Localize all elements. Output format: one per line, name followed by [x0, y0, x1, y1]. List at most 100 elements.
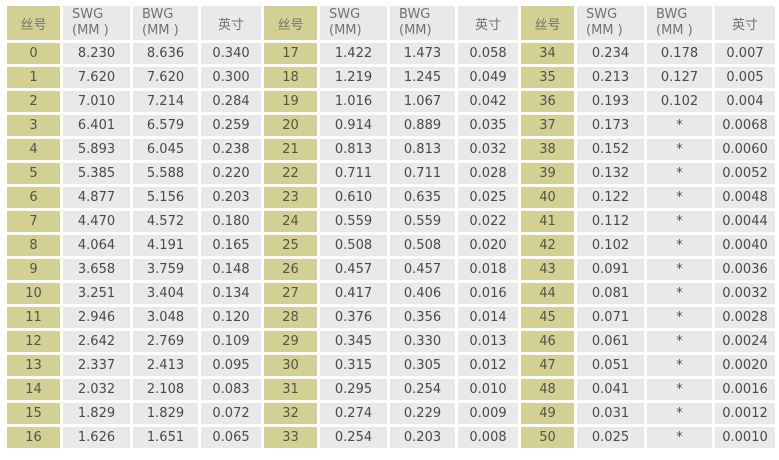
bwg-value-cell: 0.203 [390, 427, 455, 448]
inch-value-cell: 0.072 [201, 403, 261, 424]
bwg-value-cell: 0.711 [390, 163, 455, 184]
swg-value-cell: 0.051 [577, 355, 644, 376]
swg-value-cell: 0.559 [320, 211, 387, 232]
swg-value-cell: 0.193 [577, 91, 644, 112]
col-header-gauge: 丝号 [521, 6, 574, 40]
col-header-swg-line2: (MM ) [72, 23, 109, 38]
swg-value-cell: 0.457 [320, 259, 387, 280]
inch-value-cell: 0.016 [458, 283, 518, 304]
inch-value-cell: 0.007 [715, 43, 775, 64]
inch-value-cell: 0.020 [458, 235, 518, 256]
gauge-number-cell: 50 [521, 427, 574, 448]
swg-value-cell: 0.508 [320, 235, 387, 256]
col-header-inch: 英寸 [201, 6, 261, 40]
col-header-bwg: BWG (MM ) [133, 6, 198, 40]
inch-value-cell: 0.0028 [715, 307, 775, 328]
swg-value-cell: 4.470 [63, 211, 130, 232]
bwg-value-cell: 0.635 [390, 187, 455, 208]
swg-value-cell: 0.173 [577, 115, 644, 136]
col-header-bwg: BWG (MM) [390, 6, 455, 40]
inch-value-cell: 0.083 [201, 379, 261, 400]
gauge-number-cell: 39 [521, 163, 574, 184]
bwg-value-cell: 0.559 [390, 211, 455, 232]
swg-value-cell: 0.417 [320, 283, 387, 304]
gauge-number-cell: 0 [7, 43, 60, 64]
gauge-number-cell: 29 [264, 331, 317, 352]
col-header-swg: SWG (MM) [320, 6, 387, 40]
bwg-value-cell: * [647, 307, 712, 328]
bwg-value-cell: * [647, 211, 712, 232]
inch-value-cell: 0.148 [201, 259, 261, 280]
gauge-number-cell: 35 [521, 67, 574, 88]
bwg-value-cell: 2.769 [133, 331, 198, 352]
inch-value-cell: 0.049 [458, 67, 518, 88]
swg-value-cell: 0.376 [320, 307, 387, 328]
swg-value-cell: 4.877 [63, 187, 130, 208]
inch-value-cell: 0.012 [458, 355, 518, 376]
gauge-number-cell: 19 [264, 91, 317, 112]
inch-value-cell: 0.109 [201, 331, 261, 352]
gauge-number-cell: 38 [521, 139, 574, 160]
inch-value-cell: 0.013 [458, 331, 518, 352]
swg-value-cell: 7.010 [63, 91, 130, 112]
swg-value-cell: 1.829 [63, 403, 130, 424]
swg-value-cell: 1.219 [320, 67, 387, 88]
bwg-value-cell: * [647, 259, 712, 280]
inch-value-cell: 0.058 [458, 43, 518, 64]
inch-value-cell: 0.065 [201, 427, 261, 448]
bwg-value-cell: 0.178 [647, 43, 712, 64]
swg-value-cell: 7.620 [63, 67, 130, 88]
col-header-bwg-line2: (MM ) [656, 23, 693, 38]
gauge-number-cell: 31 [264, 379, 317, 400]
swg-value-cell: 0.031 [577, 403, 644, 424]
gauge-number-cell: 32 [264, 403, 317, 424]
swg-value-cell: 0.081 [577, 283, 644, 304]
bwg-value-cell: 0.127 [647, 67, 712, 88]
swg-value-cell: 6.401 [63, 115, 130, 136]
gauge-number-cell: 8 [7, 235, 60, 256]
swg-value-cell: 3.251 [63, 283, 130, 304]
inch-value-cell: 0.032 [458, 139, 518, 160]
inch-value-cell: 0.203 [201, 187, 261, 208]
inch-value-cell: 0.0044 [715, 211, 775, 232]
bwg-value-cell: 0.330 [390, 331, 455, 352]
gauge-number-cell: 17 [264, 43, 317, 64]
gauge-number-cell: 42 [521, 235, 574, 256]
swg-value-cell: 2.642 [63, 331, 130, 352]
col-header-bwg: BWG (MM ) [647, 6, 712, 40]
swg-value-cell: 5.893 [63, 139, 130, 160]
swg-value-cell: 0.254 [320, 427, 387, 448]
gauge-number-cell: 45 [521, 307, 574, 328]
inch-value-cell: 0.025 [458, 187, 518, 208]
gauge-number-cell: 34 [521, 43, 574, 64]
gauge-number-cell: 22 [264, 163, 317, 184]
gauge-number-cell: 2 [7, 91, 60, 112]
col-header-gauge: 丝号 [7, 6, 60, 40]
bwg-value-cell: 5.156 [133, 187, 198, 208]
inch-value-cell: 0.0068 [715, 115, 775, 136]
inch-value-cell: 0.035 [458, 115, 518, 136]
col-header-swg-line1: SWG [72, 7, 104, 22]
swg-value-cell: 8.230 [63, 43, 130, 64]
col-header-bwg-line1: BWG [142, 7, 174, 22]
bwg-value-cell: * [647, 403, 712, 424]
bwg-value-cell: 1.473 [390, 43, 455, 64]
bwg-value-cell: 0.356 [390, 307, 455, 328]
swg-value-cell: 0.213 [577, 67, 644, 88]
gauge-number-cell: 18 [264, 67, 317, 88]
gauge-number-cell: 40 [521, 187, 574, 208]
gauge-number-cell: 43 [521, 259, 574, 280]
swg-value-cell: 0.234 [577, 43, 644, 64]
bwg-value-cell: 0.254 [390, 379, 455, 400]
swg-value-cell: 0.122 [577, 187, 644, 208]
bwg-value-cell: 1.829 [133, 403, 198, 424]
bwg-value-cell: * [647, 115, 712, 136]
gauge-number-cell: 4 [7, 139, 60, 160]
gauge-number-cell: 28 [264, 307, 317, 328]
gauge-number-cell: 33 [264, 427, 317, 448]
inch-value-cell: 0.180 [201, 211, 261, 232]
swg-value-cell: 0.345 [320, 331, 387, 352]
col-header-swg: SWG (MM ) [577, 6, 644, 40]
inch-value-cell: 0.0048 [715, 187, 775, 208]
inch-value-cell: 0.095 [201, 355, 261, 376]
